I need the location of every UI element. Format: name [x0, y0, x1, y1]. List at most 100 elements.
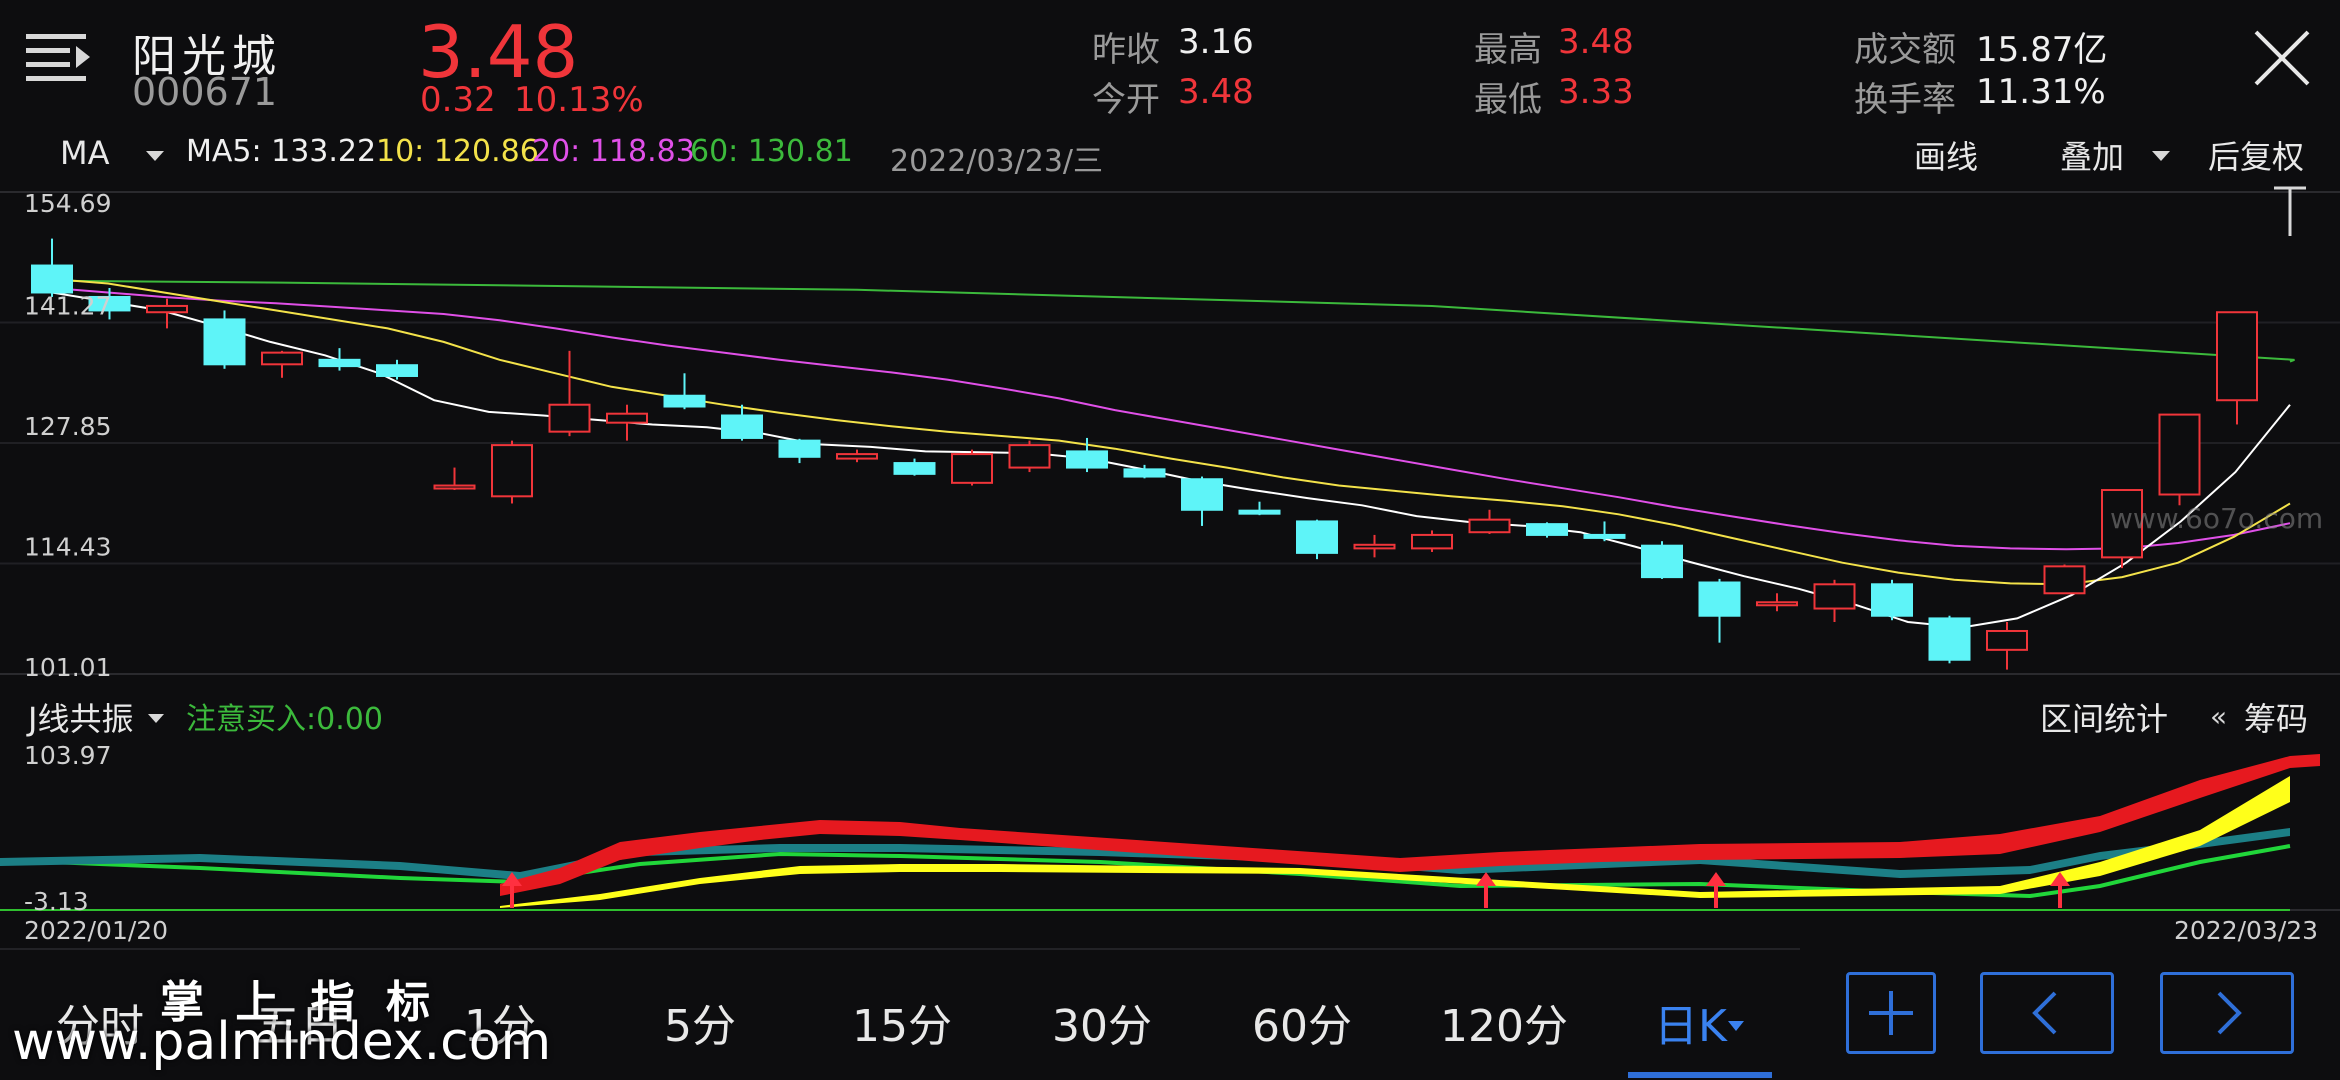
price-axis-tick: 101.01: [24, 653, 111, 680]
open-label: 今开: [1092, 80, 1160, 120]
ma20-line: [51, 287, 2291, 551]
turnover-rate-value: 11.31%: [1976, 72, 2106, 112]
candle[interactable]: [1986, 622, 2028, 670]
menu-icon[interactable]: [26, 32, 92, 86]
price-axis-tick: 154.69: [24, 189, 111, 218]
turnover-value: 15.87亿: [1976, 30, 2108, 70]
candle[interactable]: [1928, 615, 1971, 664]
candle[interactable]: [893, 458, 936, 476]
tab-daily-k-dropdown-icon[interactable]: [1728, 1016, 1744, 1031]
candle[interactable]: [1008, 440, 1051, 473]
ma20-value: 20: 118.83: [532, 134, 695, 169]
j-line-indicator-chart[interactable]: 103.97 -3.13: [0, 736, 2340, 916]
high-label: 最高: [1474, 30, 1542, 70]
close-icon[interactable]: [2254, 30, 2310, 86]
range-stats-button[interactable]: 区间统计: [2040, 700, 2169, 738]
candle[interactable]: [31, 238, 73, 297]
chart-watermark: www.6o7o.com: [2110, 502, 2323, 535]
indicator-label: MA: [60, 134, 110, 172]
candle[interactable]: [1066, 437, 1108, 473]
draw-line-button[interactable]: 画线: [1914, 138, 1979, 176]
plus-icon: [1869, 991, 1913, 1035]
tab-daily-k[interactable]: 日K: [1654, 1001, 1727, 1052]
turnover-label: 成交额: [1854, 30, 1956, 70]
candle[interactable]: [1813, 579, 1856, 623]
overlay-button[interactable]: 叠加: [2060, 138, 2125, 176]
candle[interactable]: [1238, 501, 1281, 516]
high-value: 3.48: [1558, 22, 1634, 62]
candle[interactable]: [1698, 578, 1741, 643]
ma5-line: [51, 291, 2291, 629]
candle[interactable]: [203, 310, 246, 369]
chevron-right-icon: [2217, 991, 2242, 1035]
candlestick-chart[interactable]: 154.69 141.27 127.85 114.43 101.01 www.6o7o.…: [0, 180, 2340, 680]
candle[interactable]: [1526, 522, 1568, 538]
zoom-in-button[interactable]: [1846, 972, 1936, 1054]
ma60-line: [51, 279, 2295, 363]
candle[interactable]: [1411, 530, 1453, 552]
date-axis-start: 2022/01/20: [24, 916, 169, 945]
candle[interactable]: [1871, 579, 1913, 621]
candle[interactable]: [2158, 413, 2201, 506]
price-change: 0.32: [420, 80, 496, 120]
candle[interactable]: [88, 287, 131, 320]
tab-1min[interactable]: 1分: [464, 1001, 536, 1052]
candle[interactable]: [433, 467, 476, 491]
candle[interactable]: [836, 449, 878, 463]
tab-30min[interactable]: 30分: [1052, 1001, 1152, 1052]
ma5-value: MA5: 133.22: [186, 134, 377, 169]
previous-button[interactable]: [1980, 972, 2114, 1054]
candle[interactable]: [548, 350, 591, 437]
candle[interactable]: [1641, 541, 1683, 579]
tab-5min[interactable]: 5分: [664, 1001, 736, 1052]
price-axis-tick: 127.85: [24, 412, 111, 441]
candle[interactable]: [491, 440, 533, 504]
candle[interactable]: [1296, 519, 1338, 560]
candle[interactable]: [721, 404, 763, 441]
price-axis-tick: 141.27: [24, 292, 111, 321]
candle[interactable]: [951, 449, 993, 486]
turnover-rate-label: 换手率: [1854, 80, 1956, 120]
candle[interactable]: [146, 298, 188, 329]
candle[interactable]: [663, 373, 706, 410]
indicator-dropdown-icon[interactable]: [146, 146, 164, 161]
stock-code: 000671: [132, 70, 278, 114]
date-axis-end: 2022/03/23: [2174, 916, 2319, 945]
tab-120min[interactable]: 120分: [1440, 1001, 1568, 1052]
sub-axis-top: 103.97: [24, 741, 111, 770]
tab-60min[interactable]: 60分: [1252, 1001, 1352, 1052]
candle[interactable]: [606, 404, 648, 441]
buy-signal-icon: [1476, 872, 1496, 886]
price-axis-tick: 114.43: [24, 533, 111, 562]
buy-signal-icon: [2050, 872, 2070, 886]
sub-indicator-signal: 注意买入:0.00: [186, 702, 383, 737]
adjust-button[interactable]: 后复权: [2208, 138, 2305, 176]
sub-indicator-name[interactable]: J线共振: [28, 700, 134, 738]
ma10-value: 10: 120.86: [376, 134, 539, 169]
candle[interactable]: [2101, 489, 2143, 569]
next-button[interactable]: [2160, 972, 2294, 1054]
candle[interactable]: [1353, 534, 1396, 558]
tab-five-day[interactable]: 五日: [256, 1001, 344, 1052]
tab-intraday[interactable]: 分时: [56, 1001, 144, 1052]
candle[interactable]: [376, 359, 418, 380]
overlay-dropdown-icon[interactable]: [2152, 146, 2170, 161]
candle[interactable]: [261, 350, 303, 378]
chips-button[interactable]: 筹码: [2244, 700, 2309, 738]
candle[interactable]: [1583, 521, 1626, 542]
cursor-marker-icon[interactable]: [2274, 186, 2306, 236]
open-value: 3.48: [1178, 72, 1254, 112]
candle[interactable]: [2216, 311, 2258, 425]
candle[interactable]: [1181, 476, 1223, 526]
chips-arrow-icon[interactable]: «: [2210, 700, 2228, 733]
candle[interactable]: [1468, 509, 1511, 535]
indicator-select[interactable]: MA: [60, 134, 110, 172]
candle[interactable]: [1123, 464, 1166, 479]
sub-axis-bottom: -3.13: [24, 887, 89, 916]
tab-15min[interactable]: 15分: [852, 1001, 952, 1052]
candle[interactable]: [318, 348, 361, 371]
candle[interactable]: [1756, 593, 1798, 612]
candle[interactable]: [778, 438, 821, 464]
candle[interactable]: [2043, 564, 2086, 595]
sub-indicator-dropdown-icon[interactable]: [148, 708, 164, 723]
